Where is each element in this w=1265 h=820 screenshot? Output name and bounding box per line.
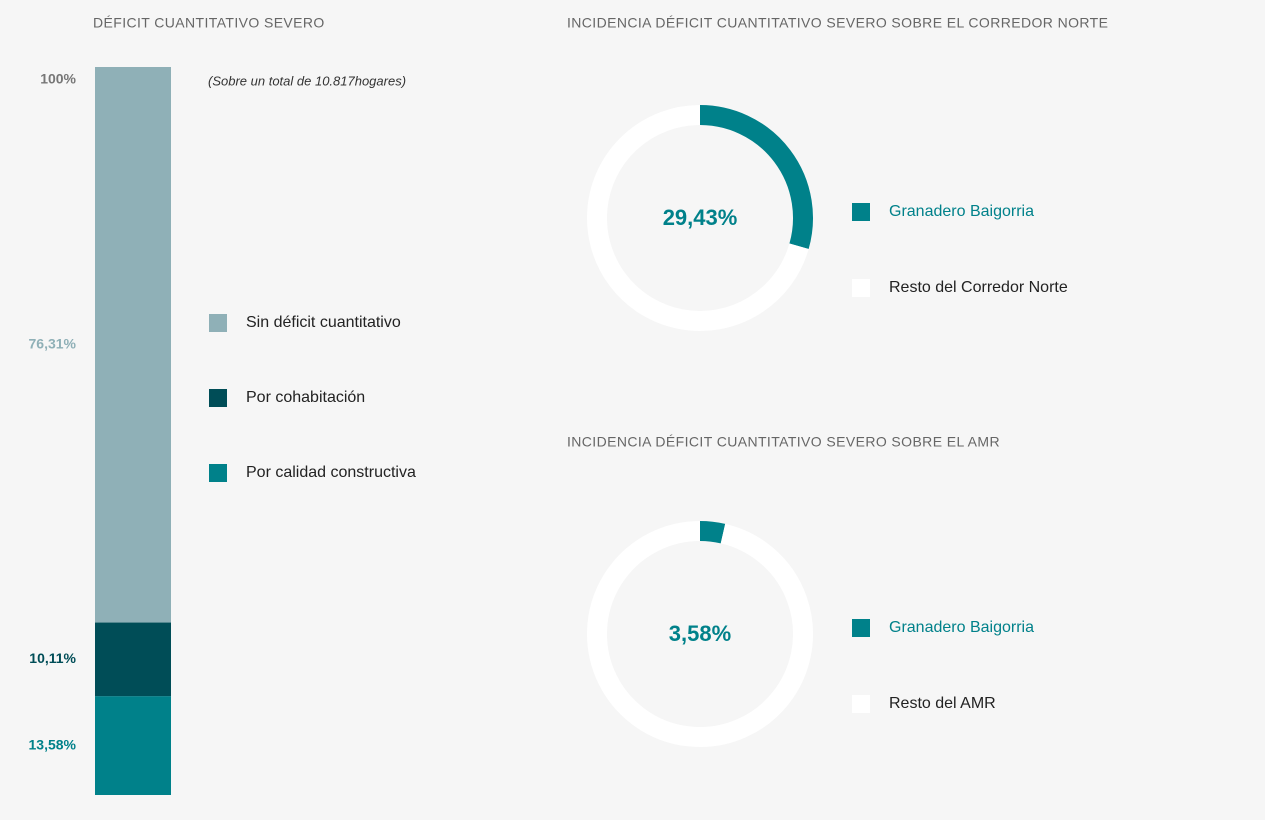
donut-arc [699,105,813,250]
chart-title: INCIDENCIA DÉFICIT CUANTITATIVO SEVERO S… [567,15,1108,31]
legend-label: Por calidad constructiva [246,464,416,481]
y-tick-label: 100% [40,71,76,87]
donut-arc [699,521,726,544]
legend-swatch [209,389,227,407]
legend-label: Por cohabitación [246,389,365,406]
chart-title: DÉFICIT CUANTITATIVO SEVERO [93,15,325,31]
center-label: 29,43% [663,205,738,230]
legend-swatch [852,279,870,297]
center-label: 3,58% [669,621,731,646]
bar-segment [95,696,171,795]
chart-subtitle: (Sobre un total de 10.817hogares) [208,73,406,88]
chart-title: INCIDENCIA DÉFICIT CUANTITATIVO SEVERO S… [567,434,1000,450]
value-label: 13,58% [29,736,77,752]
legend-label: Resto del AMR [889,695,996,712]
donut-arc [587,521,813,747]
bar-segment [95,67,171,623]
legend-swatch [852,619,870,637]
bar-segment [95,622,171,697]
legend-label: Sin déficit cuantitativo [246,314,401,331]
value-label: 76,31% [29,335,77,351]
legend-label: Resto del Corredor Norte [889,279,1068,296]
legend-label: Granadero Baigorria [889,619,1034,636]
legend-swatch [852,695,870,713]
legend-label: Granadero Baigorria [889,203,1034,220]
donut-arc [587,105,809,331]
legend-swatch [209,314,227,332]
value-label: 10,11% [29,650,76,666]
legend-swatch [852,203,870,221]
legend-swatch [209,464,227,482]
